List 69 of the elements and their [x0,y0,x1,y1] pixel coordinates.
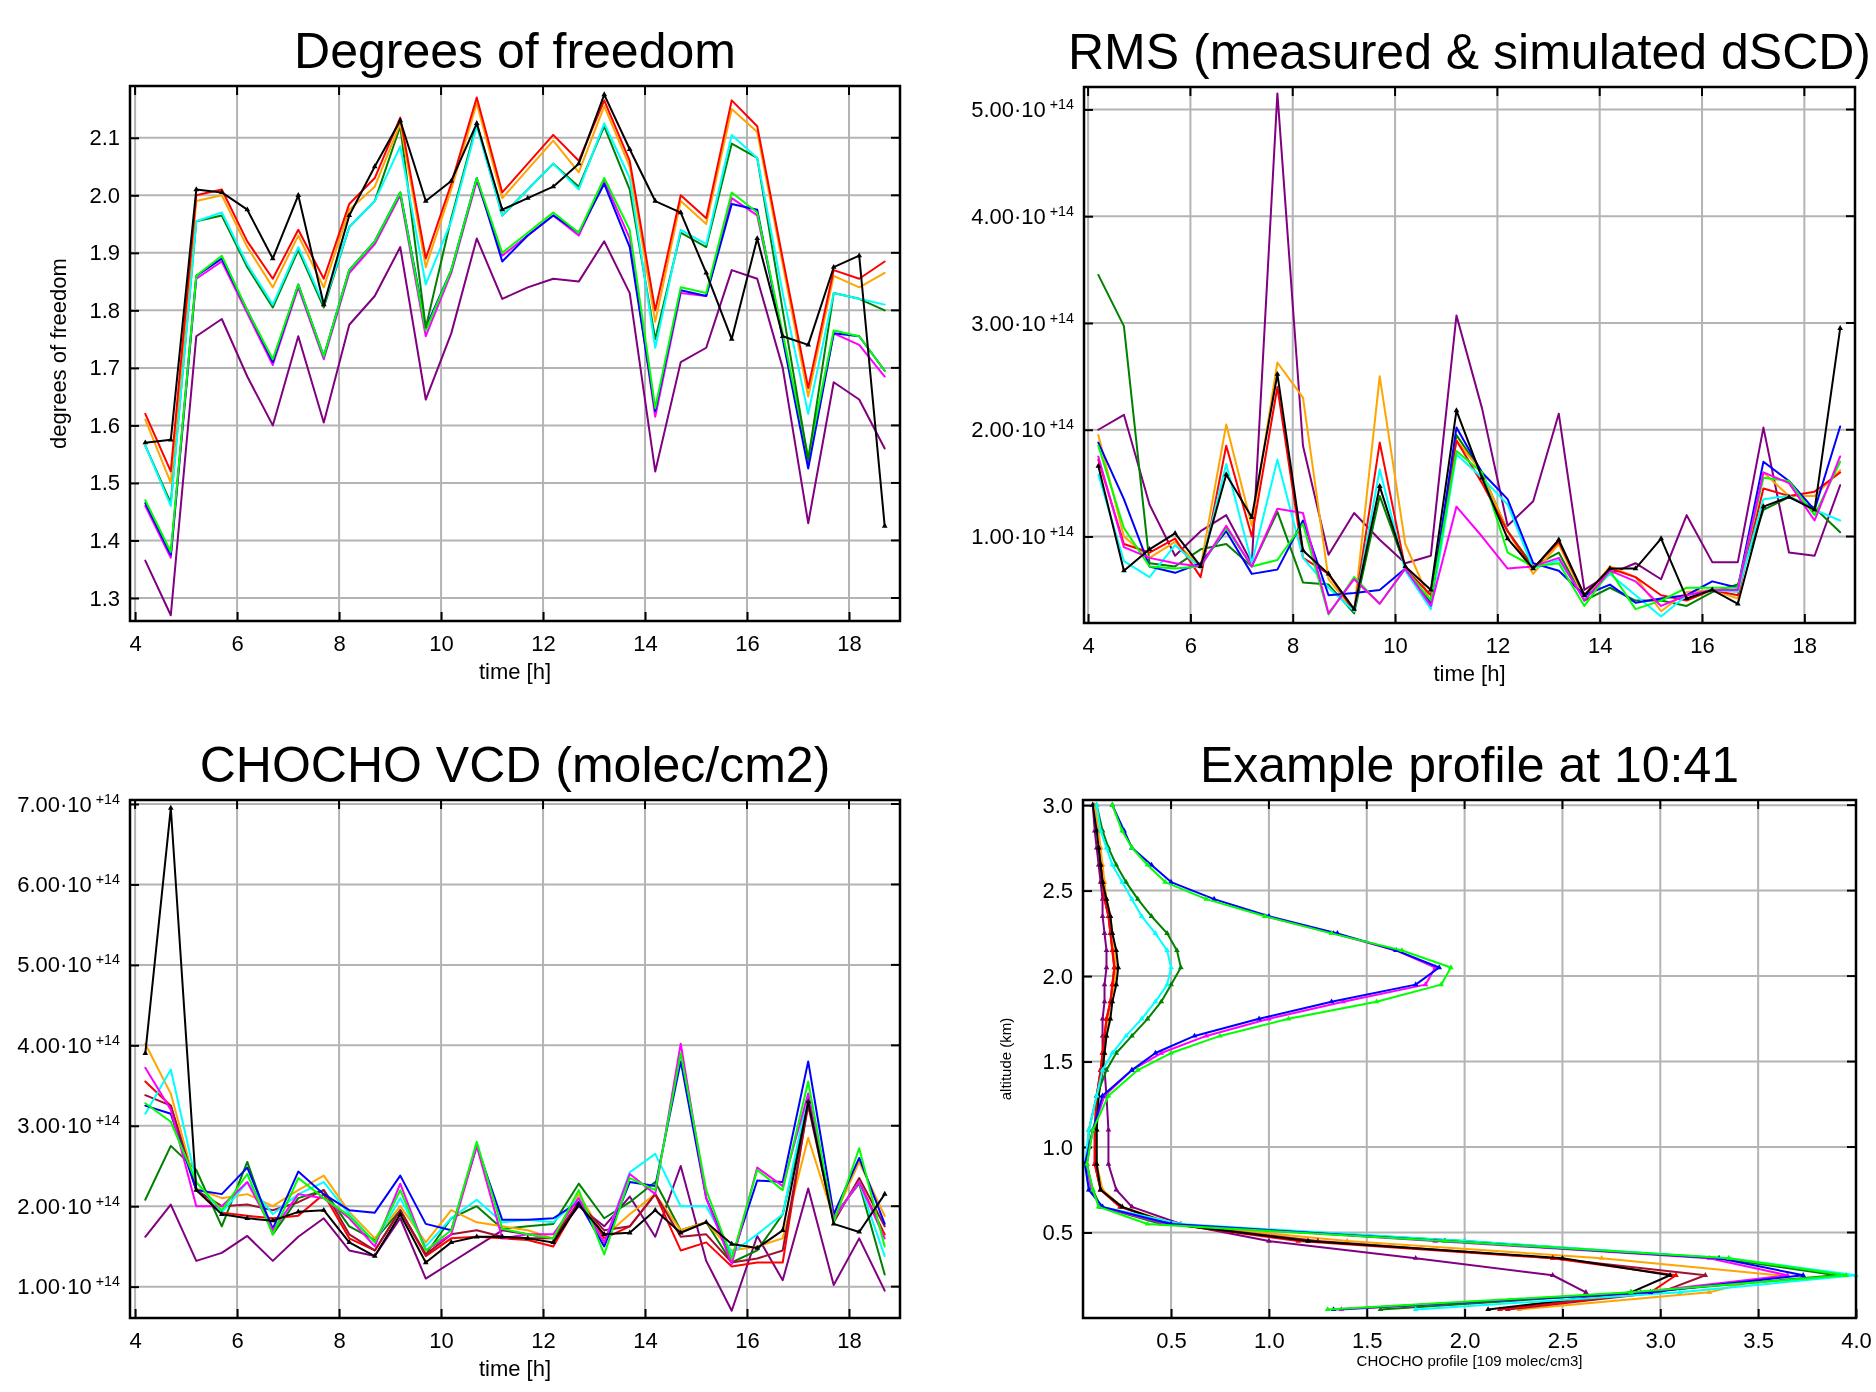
y-tick-label: 2.1 [89,125,120,151]
y-tick-label: 2.00·10$^{+14}$ [17,1192,121,1219]
y-tick-label: 1.3 [89,585,120,611]
y-tick-label: 4.00·10$^{+14}$ [971,202,1075,229]
x-axis-title: CHOCHO profile [109 molec/cm3] [1356,1352,1583,1369]
y-tick-label: 1.4 [89,528,120,553]
y-tick-label: 1.0 [1042,1134,1073,1160]
x-tick-label: 3.5 [1743,1327,1774,1353]
x-tick-label: 6 [231,1327,244,1353]
x-tick-label: 8 [333,1327,346,1353]
x-tick-label: 2.0 [1449,1327,1481,1353]
x-tick-label: 14 [633,1327,658,1353]
y-tick-label: 5.00·10$^{+14}$ [971,95,1075,122]
y-tick-label: 3.00·10$^{+14}$ [17,1112,121,1139]
x-tick-label: 1.5 [1351,1327,1383,1353]
x-tick-label: 10 [429,1327,454,1353]
y-tick-label: 6.00·10$^{+14}$ [17,871,121,897]
y-axis-title: altitude (km) [997,1017,1014,1101]
y-tick-label: 5.00·10$^{+14}$ [17,951,121,978]
y-tick-label: 1.00·10$^{+14}$ [971,523,1075,550]
y-tick-label: 4.00·10$^{+14}$ [17,1031,121,1058]
y-tick-label: 1.9 [89,240,120,266]
x-tick-label: 18 [837,1327,862,1353]
y-tick-label: 7.00·10$^{+14}$ [17,790,121,817]
y-tick-label: 2.0 [89,182,120,208]
x-tick-label: 4 [129,1327,142,1353]
chart-title: RMS (measured & simulated dSCD) [1067,24,1872,80]
x-tick-label: 16 [1690,632,1715,658]
x-tick-label: 6 [1184,632,1198,658]
x-tick-label: 16 [735,1327,760,1353]
y-tick-label: 1.6 [89,412,120,438]
y-tick-label: 2.00·10$^{+14}$ [971,416,1075,443]
y-tick-label: 1.7 [89,355,120,381]
x-tick-label: 1.0 [1254,1327,1285,1353]
x-tick-label: 18 [1792,632,1818,658]
x-tick-label: 4.0 [1841,1327,1872,1353]
x-axis-title: time [h] [1433,661,1506,686]
chart-title: Degrees of freedom [294,23,736,79]
x-tick-label: 6 [231,630,244,656]
x-tick-label: 10 [1383,632,1408,658]
x-tick-label: 4 [129,630,142,656]
y-tick-label: 3.0 [1042,792,1073,818]
x-tick-label: 4 [1082,632,1095,658]
y-tick-label: 1.5 [89,470,120,496]
y-tick-label: 2.5 [1042,878,1073,904]
y-tick-label: 1.5 [1042,1049,1073,1075]
x-tick-label: 8 [1287,632,1300,658]
x-tick-label: 0.5 [1156,1327,1187,1353]
y-tick-label: 2.0 [1042,963,1073,989]
x-axis-title: time [h] [478,1356,552,1381]
x-tick-label: 14 [1587,632,1613,658]
x-tick-label: 2.5 [1547,1327,1579,1353]
x-tick-label: 3.0 [1645,1327,1677,1353]
x-tick-label: 14 [633,630,658,656]
x-tick-label: 10 [429,630,454,656]
y-tick-label: 0.5 [1042,1220,1073,1246]
x-tick-label: 18 [837,630,862,656]
chart-title: CHOCHO VCD (molec/cm2) [199,737,831,793]
chart-title: Example profile at 10:41 [1199,737,1740,793]
x-tick-label: 12 [1485,632,1511,658]
x-tick-label: 12 [531,630,556,656]
y-tick-label: 3.00·10$^{+14}$ [971,309,1075,336]
x-tick-label: 16 [735,630,760,656]
x-axis-title: time [h] [478,659,552,684]
x-tick-label: 8 [333,630,346,656]
x-tick-label: 12 [531,1327,556,1353]
y-tick-label: 1.00·10$^{+14}$ [17,1273,121,1300]
y-tick-label: 1.8 [89,297,120,323]
y-axis-title: degrees of freedom [46,258,71,449]
